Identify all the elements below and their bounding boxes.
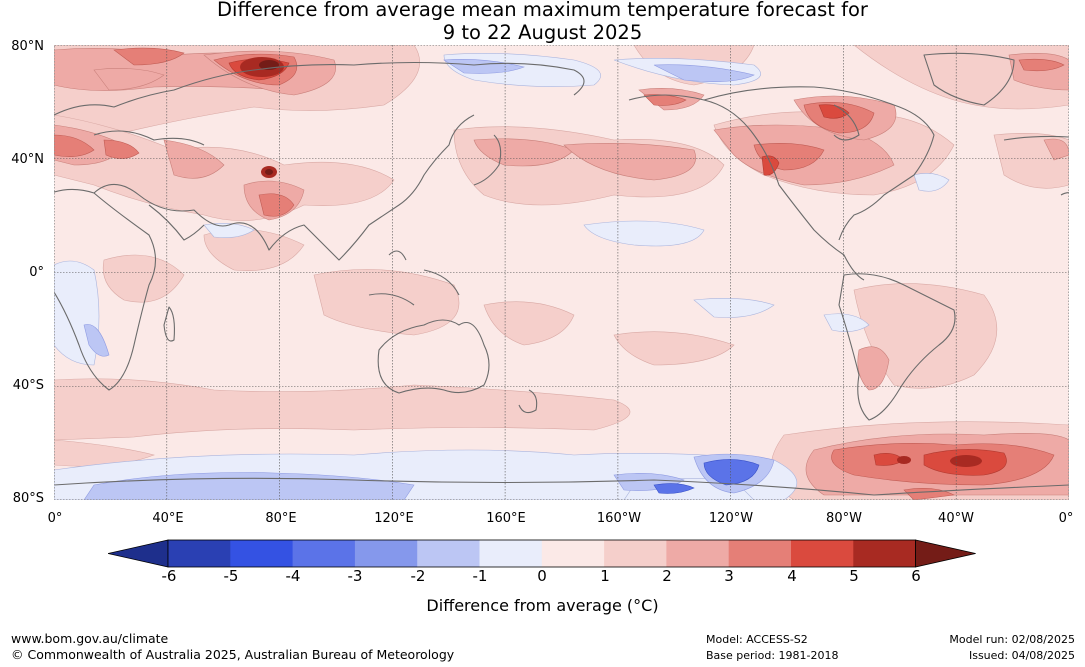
colorbar [108, 539, 976, 568]
colorbar-tick: 6 [911, 567, 921, 585]
footer-model-run: Model run: 02/08/2025 [949, 633, 1075, 646]
colorbar-tick: -1 [472, 567, 488, 585]
footer-url: www.bom.gov.au/climate [11, 631, 169, 646]
colorbar-bin [479, 540, 543, 567]
lat-label-40n: 40°N [11, 152, 44, 167]
lon-label-120w: 120°W [708, 511, 754, 526]
lon-label-160e: 160°E [486, 511, 526, 526]
colorbar-bin [230, 540, 294, 567]
lat-label-80n: 80°N [11, 39, 44, 54]
colorbar-bin [853, 540, 917, 567]
colorbar-tick: -5 [223, 567, 239, 585]
colorbar-tick: -4 [285, 567, 301, 585]
lon-label-80w: 80°W [826, 511, 862, 526]
colorbar-border [167, 539, 916, 568]
lon-label-120e: 120°E [374, 511, 414, 526]
lat-label-80s: 80°S [12, 491, 44, 506]
colorbar-bin [666, 540, 730, 567]
colorbar-tick: -6 [161, 567, 177, 585]
colorbar-extend-high [915, 539, 976, 568]
colorbar-bin [791, 540, 854, 567]
lon-label-160w: 160°W [596, 511, 642, 526]
chart-title-line-2: 9 to 22 August 2025 [442, 21, 643, 44]
lat-label-40s: 40°S [12, 378, 44, 393]
anomaly-hotspots [240, 57, 982, 467]
footer-model: Model: ACCESS-S2 [706, 633, 808, 646]
colorbar-tick: 0 [537, 567, 547, 585]
temperature-anomaly-map [54, 45, 1069, 500]
graticule [54, 45, 1069, 500]
chart-title-line-1: Difference from average mean maximum tem… [217, 0, 868, 21]
colorbar-tick: -3 [347, 567, 363, 585]
colorbar-tick: 2 [662, 567, 672, 585]
footer-issued: Issued: 04/08/2025 [968, 649, 1075, 662]
footer-copyright: © Commonwealth of Australia 2025, Austra… [11, 647, 455, 662]
colorbar-label: Difference from average (°C) [426, 596, 659, 615]
colorbar-tick: 4 [787, 567, 797, 585]
lon-label-40e: 40°E [152, 511, 184, 526]
lon-label-40w: 40°W [938, 511, 974, 526]
lon-label-80e: 80°E [265, 511, 297, 526]
colorbar-bin [728, 540, 792, 567]
colorbar-bin [417, 540, 480, 567]
colorbar-bin [354, 540, 418, 567]
lat-label-0: 0° [29, 265, 44, 280]
footer-base-period: Base period: 1981-2018 [706, 649, 839, 662]
colorbar-bin [168, 540, 231, 567]
lon-label-0-east: 0° [1058, 511, 1074, 526]
lon-label-0-west: 0° [47, 511, 63, 526]
colorbar-tick: 1 [600, 567, 610, 585]
colorbar-bin [541, 540, 605, 567]
colorbar-bin [604, 540, 667, 567]
anomaly-contours-below-3 [653, 459, 760, 494]
colorbar-tick: 5 [849, 567, 859, 585]
colorbar-bin [292, 540, 356, 567]
colorbar-tick: -2 [410, 567, 426, 585]
colorbar-extend-low [108, 539, 169, 568]
coastlines [54, 52, 1069, 496]
colorbar-tick: 3 [724, 567, 734, 585]
